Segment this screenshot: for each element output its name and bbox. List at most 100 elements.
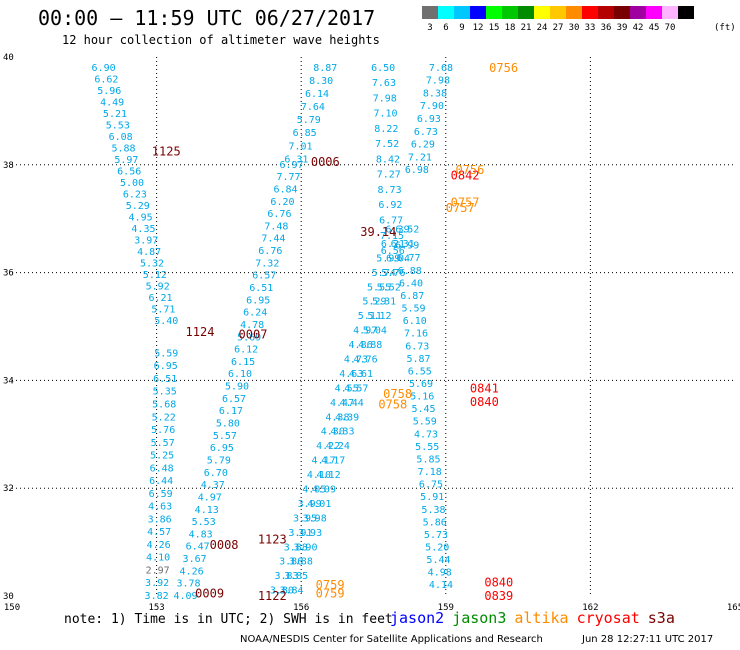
swh-value: 7.52 [375, 139, 399, 150]
swh-value: 6.70 [204, 468, 228, 479]
swh-value: 4.10 [146, 553, 170, 564]
swh-value: 6.84 [273, 184, 297, 195]
swh-value: 4.22 [316, 441, 340, 452]
swh-value: 6.31 [284, 154, 308, 165]
swh-value: 6.21 [148, 293, 172, 304]
legend-swatch [518, 6, 534, 19]
swh-value: 6.77 [379, 215, 403, 226]
swh-value: 5.22 [152, 412, 176, 423]
swh-value: 5.99 [376, 253, 400, 264]
swh-value: 4.87 [137, 247, 161, 258]
swh-value: 4.49 [100, 97, 124, 108]
pass-time-label: 1122 [258, 589, 287, 603]
legend-swatch [646, 6, 662, 19]
swh-value: 6.12 [234, 345, 258, 356]
swh-value: 6.24 [243, 308, 267, 319]
swh-value: 6.95 [154, 361, 178, 372]
swh-value: 4.88 [358, 340, 382, 351]
swh-value: 6.62 [94, 74, 118, 85]
legend-swatch [534, 6, 550, 19]
x-tick-label: 162 [582, 603, 598, 613]
swh-value: 4.05 [302, 484, 326, 495]
legend-bin-label: 42 [632, 23, 644, 33]
x-tick-label: 153 [148, 603, 164, 613]
legend-bin-label: 3 [427, 23, 433, 33]
swh-value: 4.01 [307, 499, 331, 510]
legend-swatch [486, 6, 502, 19]
swh-value: 7.15 [380, 231, 404, 242]
swh-value: 4.09 [173, 591, 197, 602]
swh-value: 4.98 [428, 568, 452, 579]
swh-value: 5.76 [151, 425, 175, 436]
pass-time-label: 1125 [152, 144, 181, 158]
swh-value: 3.86 [148, 514, 172, 525]
swh-value: 7.10 [374, 109, 398, 120]
swh-value: 5.35 [153, 387, 177, 398]
swh-value: 6.98 [405, 165, 429, 176]
legend-swatch [422, 6, 438, 19]
swh-value: 7.63 [372, 78, 396, 89]
swh-value: 6.39 [386, 224, 410, 235]
swh-value: 5.91 [420, 492, 444, 503]
swh-value: 3.80 [270, 586, 294, 597]
swh-value: 4.95 [129, 212, 153, 223]
legend-swatch [662, 6, 678, 19]
swh-value: 3.98 [303, 513, 327, 524]
pass-time-label: 0009 [195, 586, 224, 600]
swh-value: 4.86 [349, 340, 373, 351]
swh-value: 7.16 [404, 329, 428, 340]
swh-value: 7.01 [288, 141, 312, 152]
swh-value: 5.45 [411, 404, 435, 415]
swh-value: 6.92 [378, 200, 402, 211]
swh-value: 4.55 [335, 383, 359, 394]
swh-value: 5.32 [140, 259, 164, 270]
swh-value: 6.50 [371, 63, 395, 74]
swh-value: 3.67 [183, 554, 207, 565]
swh-value: 6.87 [400, 291, 424, 302]
swh-value: 7.90 [420, 101, 444, 112]
swh-value: 5.90 [225, 382, 249, 393]
legend-swatch [678, 6, 694, 19]
swh-value: 5.12 [367, 311, 391, 322]
swh-value: 4.61 [349, 369, 373, 380]
y-tick-label: 40 [3, 53, 14, 63]
swh-value: 4.30 [321, 427, 345, 438]
legend-swatch [438, 6, 454, 19]
swh-value: 4.57 [147, 527, 171, 538]
swh-value: 5.76 [381, 268, 405, 279]
pass-time-label: 39.14 [360, 225, 396, 239]
pass-time-label: 0757 [446, 201, 475, 215]
color-legend-labels: 3 6 9 12 15 18 21 24 27 30 33 36 39 42 45 70 [422, 23, 740, 35]
swh-value: 6.20 [270, 197, 294, 208]
swh-value: 5.25 [150, 451, 174, 462]
swh-value: 5.80 [216, 419, 240, 430]
swh-value: 4.09 [312, 484, 336, 495]
y-tick-label: 34 [3, 376, 14, 386]
legend-swatch [614, 6, 630, 19]
swh-value: 5.96 [97, 86, 121, 97]
swh-value: 5.87 [406, 354, 430, 365]
swh-value: 6.52 [395, 224, 419, 235]
swh-value: 5.68 [152, 400, 176, 411]
swh-value: 6.29 [411, 140, 435, 151]
swh-value: 3.88 [284, 542, 308, 553]
swh-value: 4.73 [414, 429, 438, 440]
swh-value: 7.44 [261, 234, 285, 245]
swh-value: 6.17 [219, 406, 243, 417]
swh-value: 6.51 [153, 374, 177, 385]
swh-value: 5.40 [154, 316, 178, 327]
swh-value: 4.97 [353, 326, 377, 337]
swh-value: 5.92 [146, 282, 170, 293]
swh-value: 5.57 [151, 438, 175, 449]
swh-value: 3.85 [284, 571, 308, 582]
swh-value: 4.26 [180, 566, 204, 577]
legend-bin-label: 24 [536, 23, 548, 33]
swh-value: 5.29 [362, 297, 386, 308]
chart-subtitle: 12 hour collection of altimeter wave hei… [62, 33, 380, 47]
swh-value: 3.99 [298, 499, 322, 510]
pass-time-label: 1124 [186, 325, 215, 339]
swh-value: 4.13 [195, 505, 219, 516]
swh-value: 4.17 [312, 456, 336, 467]
swh-value: 4.97 [198, 492, 222, 503]
